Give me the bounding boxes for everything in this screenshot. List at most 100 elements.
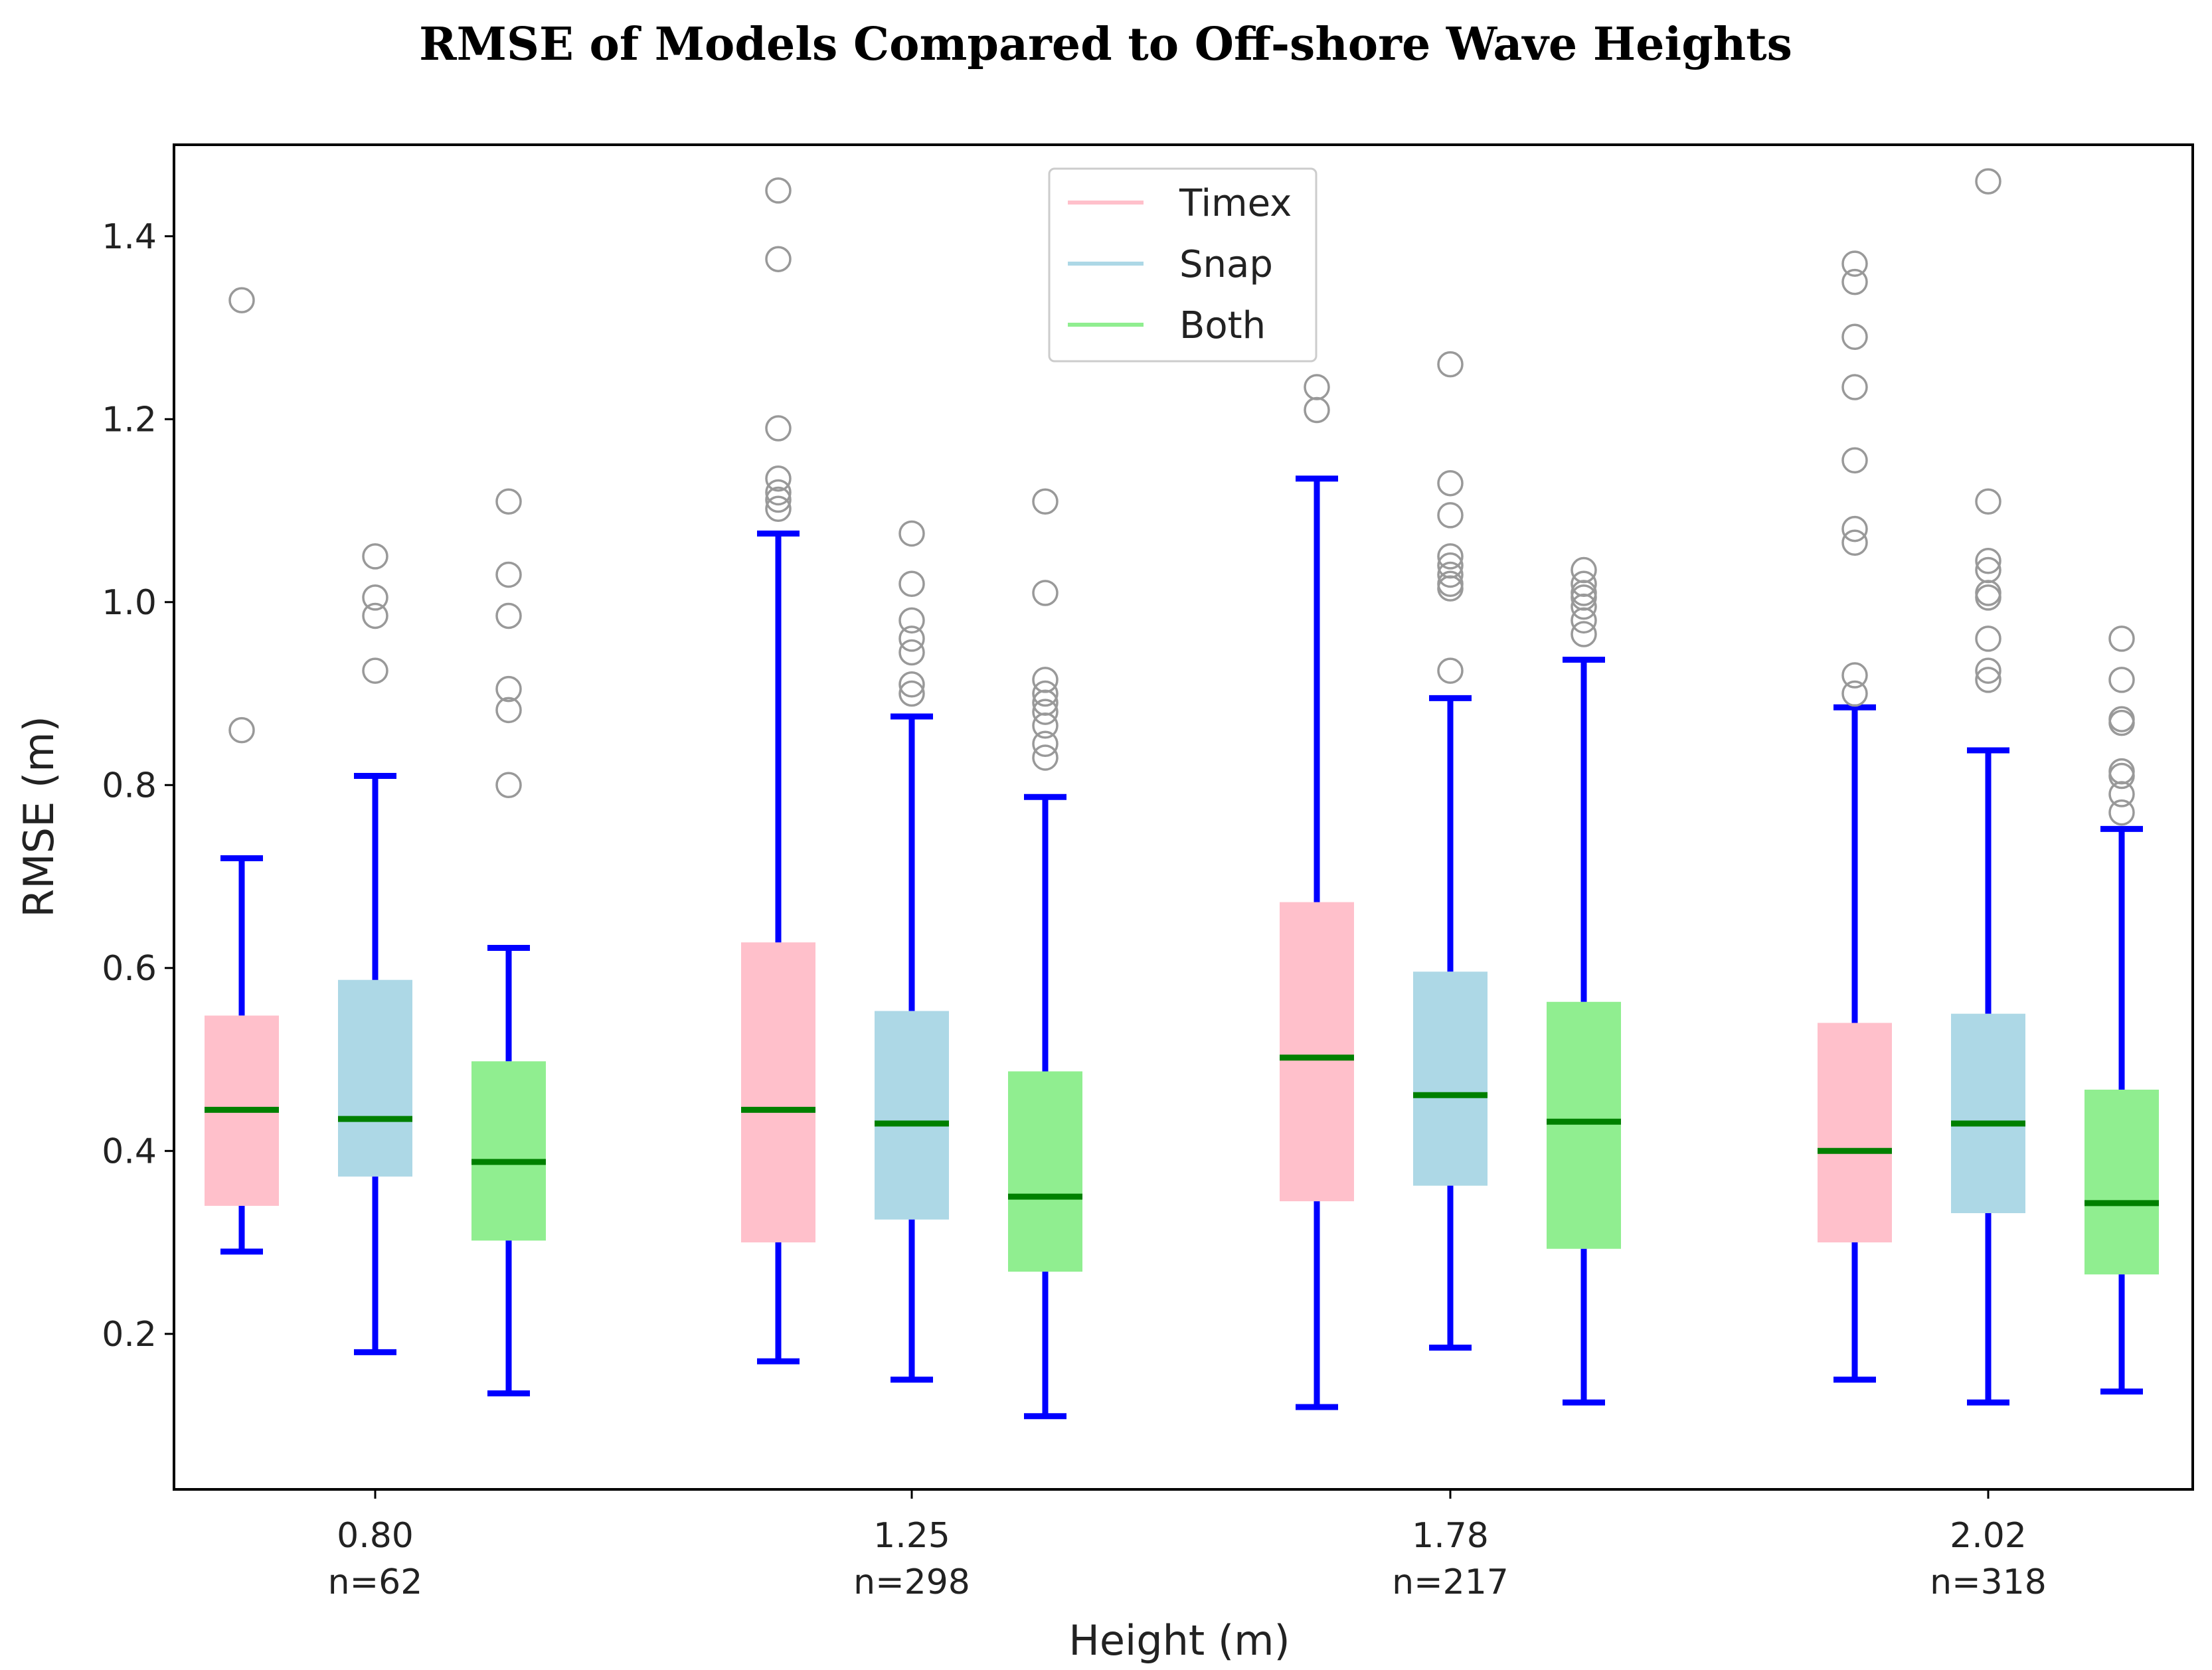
y-tick-label-1: 0.2 (102, 1315, 157, 1355)
snap-4-outlier-7 (1975, 626, 2001, 652)
x-tick-label-2: 1.25 (873, 1516, 950, 1556)
snap-3-outlier-9 (1437, 657, 1464, 684)
y-tick-label-4: 0.8 (102, 766, 157, 805)
both-2-outlier-9 (1032, 744, 1059, 771)
both-2-outlier-2 (1032, 580, 1059, 606)
both-4-outlier-6 (2108, 762, 2135, 790)
plot-frame (173, 143, 2194, 1491)
snap-4-outlier-2 (1975, 488, 2001, 515)
y-tick-label-2: 0.4 (102, 1131, 157, 1171)
timex-1-outlier-2 (228, 716, 255, 744)
x-tick-label-3: 1.78 (1412, 1516, 1489, 1556)
snap-3-outlier-8 (1437, 575, 1464, 602)
both-1-outlier-5 (495, 697, 522, 724)
timex-4-outlier-7 (1841, 529, 1868, 556)
both-1-outlier-3 (495, 602, 522, 629)
x-tick-count-3: n=217 (1392, 1562, 1509, 1602)
y-axis-label: RMSE (m) (15, 716, 63, 918)
timex-2-outlier-3 (765, 415, 792, 442)
timex-4-box (1818, 1023, 1892, 1243)
snap-3-box (1413, 971, 1488, 1186)
both-4-box (2084, 1090, 2159, 1275)
both-4-outlier-7 (2108, 781, 2135, 807)
snap-3-outlier-2 (1437, 469, 1464, 497)
both-4-outlier-2 (2108, 667, 2135, 693)
both-2-outlier-6 (1032, 699, 1059, 725)
snap-3-outlier-1 (1437, 351, 1464, 378)
snap-3-outlier-3 (1437, 502, 1464, 529)
snap-4-outlier-1 (1975, 168, 2001, 195)
snap-4-outlier-6 (1975, 584, 2001, 611)
timex-2-box (741, 942, 815, 1243)
both-2-outlier-7 (1032, 712, 1059, 739)
y-tick-label-7: 1.4 (102, 217, 157, 257)
timex-3-outlier-2 (1304, 396, 1330, 424)
timex-4-outlier-8 (1841, 662, 1868, 689)
timex-2-outlier-2 (765, 246, 792, 272)
snap-3-outlier-6 (1437, 561, 1464, 588)
both-1-outlier-2 (495, 561, 522, 588)
timex-4-outlier-1 (1841, 250, 1868, 277)
snap-1-box (338, 979, 412, 1177)
both-3-outlier-1 (1571, 556, 1597, 584)
both-3-box (1547, 1001, 1621, 1249)
snap-2-outlier-1 (898, 520, 925, 547)
x-tick-label-4: 2.02 (1950, 1516, 2027, 1556)
timex-4-outlier-2 (1841, 268, 1868, 295)
both-1-outlier-6 (495, 772, 522, 799)
both-1-outlier-4 (495, 675, 522, 703)
both-3-outlier-5 (1571, 593, 1597, 620)
snap-4-box (1951, 1013, 2025, 1213)
axes-group: 0.2 0.4 0.6 0.8 1.0 1.2 1.4 0.80 n=62 1.25 n=298 1.… (102, 217, 2047, 1602)
both-2-outlier-8 (1032, 730, 1059, 758)
both-4-outlier-1 (2108, 626, 2135, 652)
y-tick-label-5: 1.0 (102, 583, 157, 623)
timex-2-outlier-1 (765, 177, 792, 204)
x-tick-count-2: n=298 (853, 1562, 970, 1602)
snap-4-outlier-9 (1975, 667, 2001, 693)
legend-label-snap: Snap (1179, 243, 1273, 286)
snap-2-outlier-2 (898, 570, 925, 597)
snap-2-outlier-4 (898, 626, 925, 652)
plot-area-group (205, 168, 2159, 1420)
timex-4-outlier-9 (1841, 680, 1868, 707)
timex-4-outlier-6 (1841, 515, 1868, 543)
snap-4-outlier-3 (1975, 548, 2001, 574)
timex-3-box (1280, 902, 1354, 1202)
snap-1-outlier-2 (362, 584, 388, 611)
both-3-outlier-7 (1571, 621, 1597, 647)
timex-2-outlier-6 (765, 486, 792, 513)
both-2-outlier-4 (1032, 680, 1059, 707)
both-2-outlier-3 (1032, 667, 1059, 693)
both-2-outlier-1 (1032, 488, 1059, 515)
x-tick-count-1: n=62 (328, 1562, 423, 1602)
x-tick-label-1: 0.80 (337, 1516, 414, 1556)
timex-4-outlier-4 (1841, 374, 1868, 400)
timex-2-outlier-7 (765, 495, 792, 523)
timex-1-outlier-1 (228, 287, 255, 313)
snap-1-outlier-4 (362, 657, 388, 684)
both-4-outlier-4 (2108, 709, 2135, 736)
y-tick-label-6: 1.2 (102, 400, 157, 440)
x-axis-label: Height (m) (1068, 1616, 1290, 1665)
snap-2-outlier-6 (898, 671, 925, 698)
snap-4-outlier-8 (1975, 657, 2001, 684)
snap-2-outlier-5 (898, 639, 925, 666)
both-1-box (471, 1061, 546, 1241)
both-2-box (1008, 1071, 1082, 1272)
legend-box (1048, 167, 1318, 363)
both-3-outlier-6 (1571, 607, 1597, 634)
y-tick-label-3: 0.6 (102, 949, 157, 989)
legend: Timex Snap Both (1048, 167, 1318, 363)
both-1-outlier-1 (495, 488, 522, 515)
snap-1-outlier-1 (362, 543, 388, 570)
snap-2-outlier-3 (898, 607, 925, 634)
snap-3-outlier-4 (1437, 543, 1464, 570)
timex-4-outlier-3 (1841, 323, 1868, 351)
timex-4-outlier-5 (1841, 447, 1868, 474)
chart-title: RMSE of Models Compared to Off-shore Wav… (419, 18, 1792, 71)
snap-2-box (875, 1011, 949, 1220)
legend-label-both: Both (1179, 304, 1266, 347)
x-tick-count-4: n=318 (1930, 1562, 2047, 1602)
